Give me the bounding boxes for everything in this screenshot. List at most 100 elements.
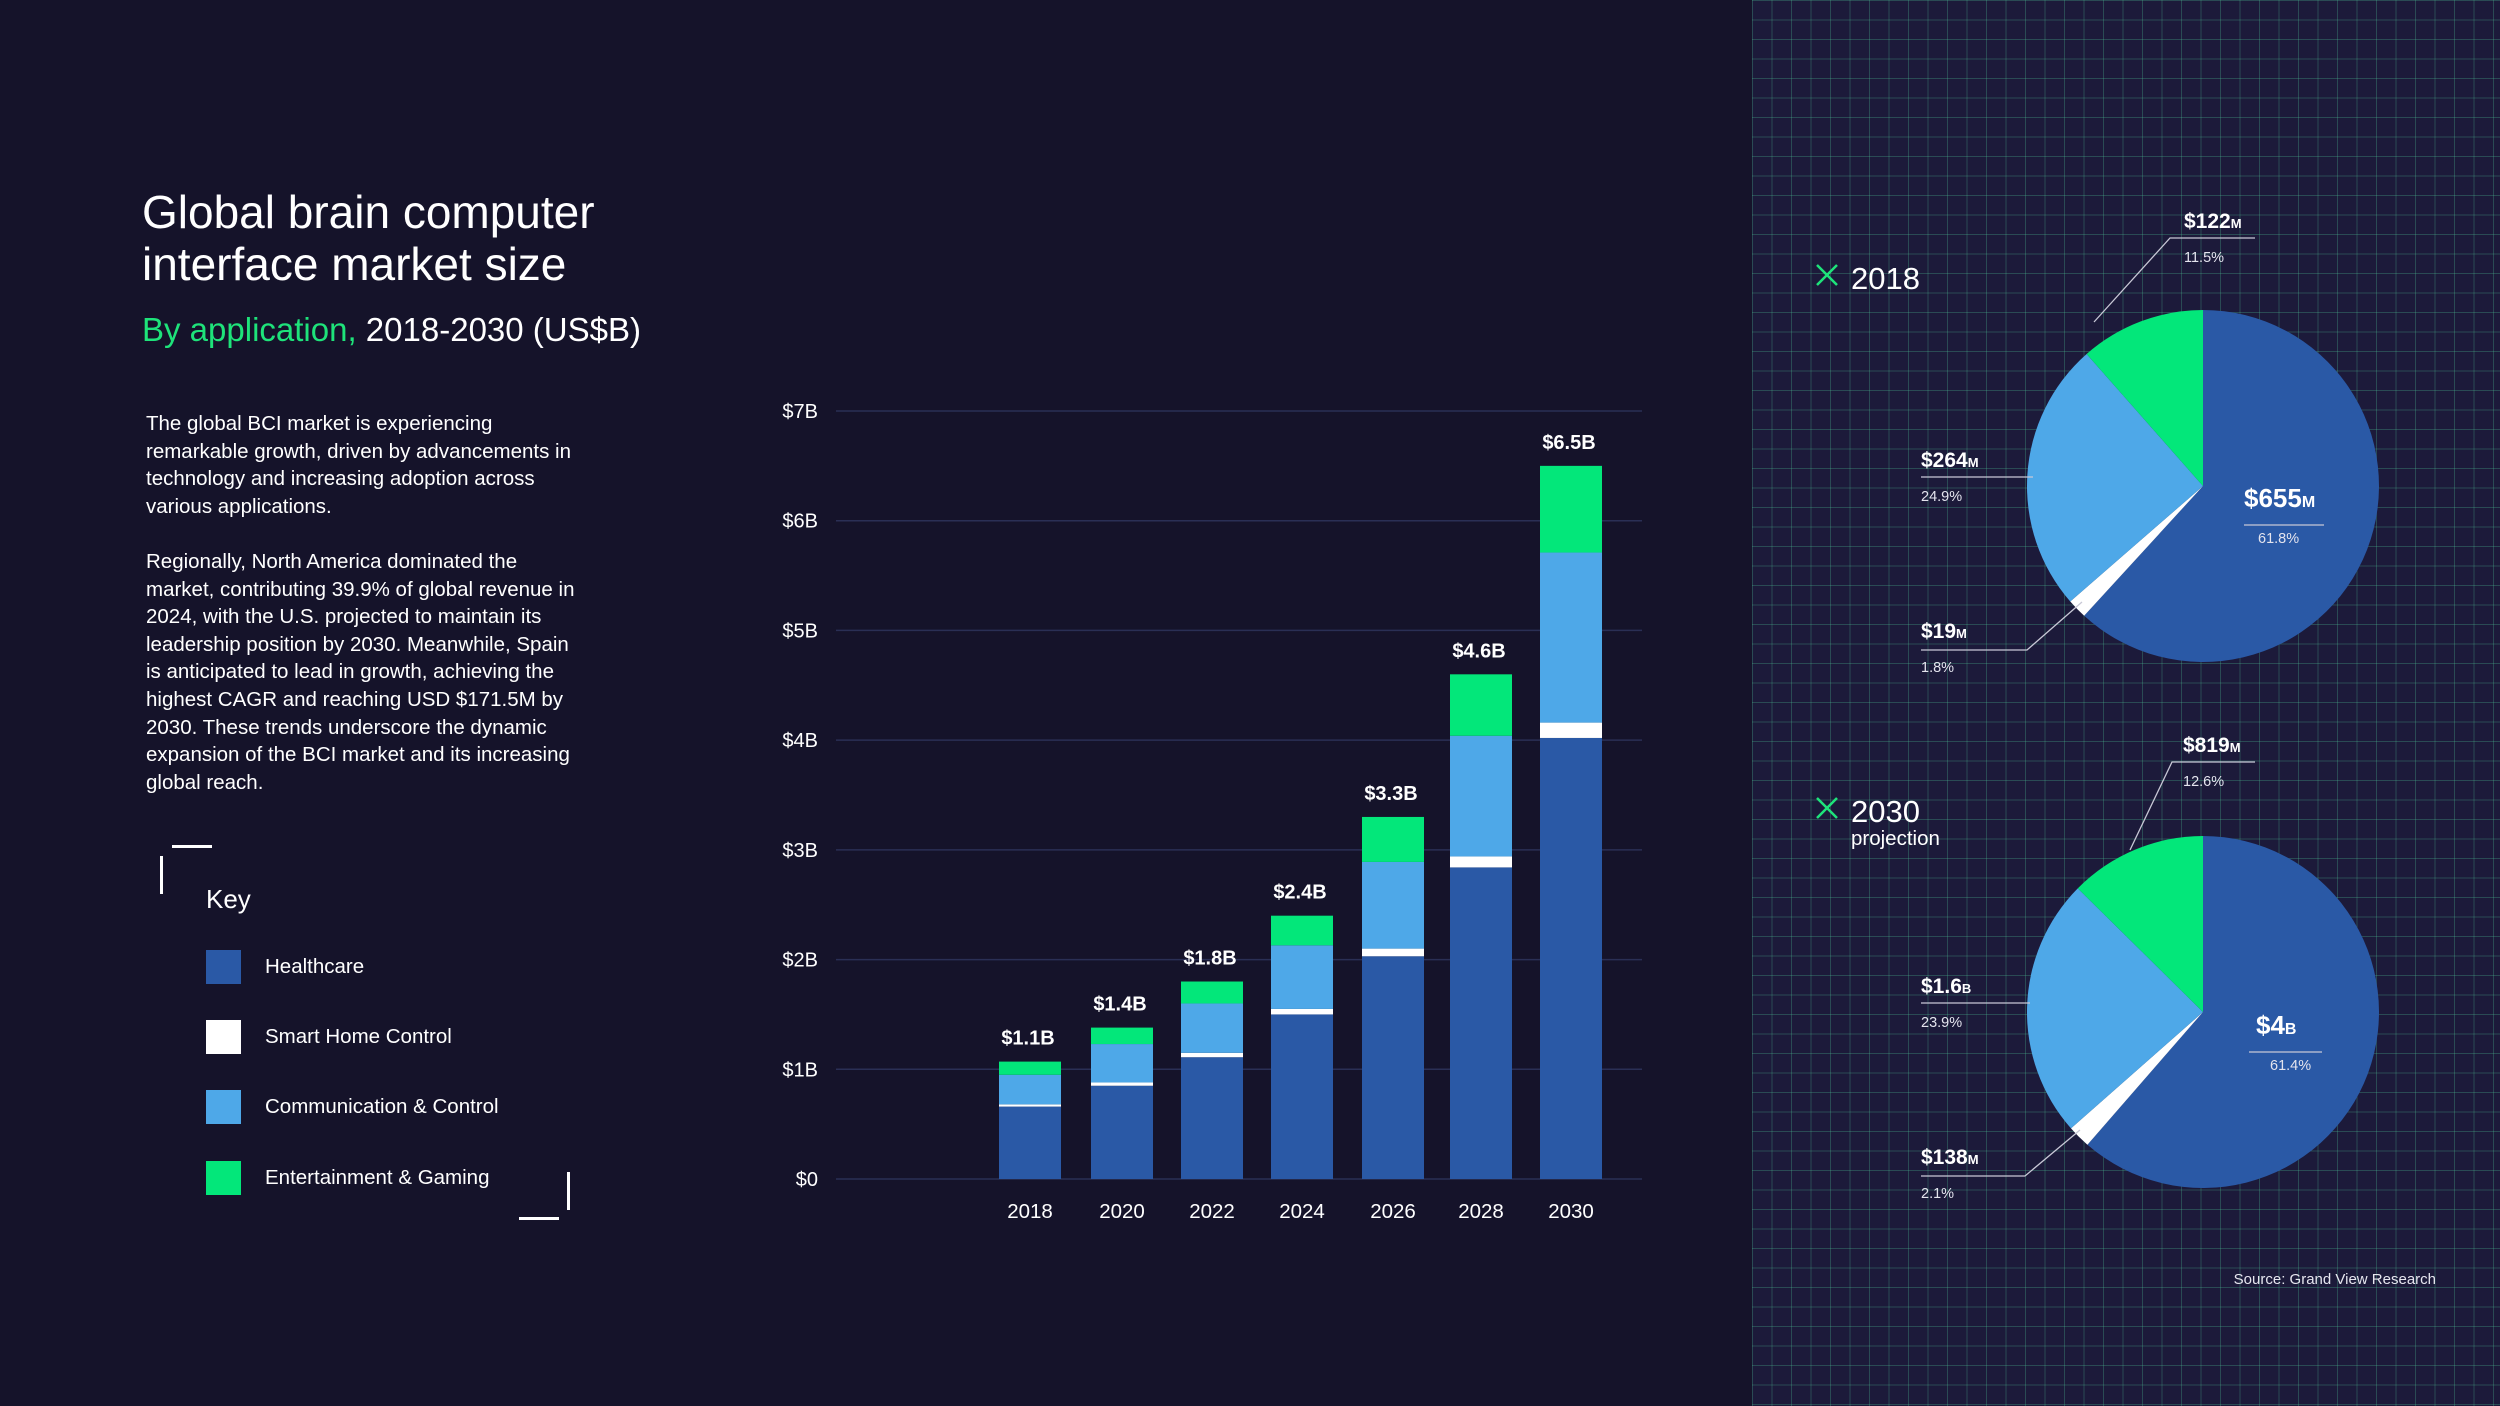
key-swatch-entertainment — [206, 1161, 241, 1195]
bar-segment — [1091, 1085, 1153, 1179]
pie-slice — [2086, 310, 2203, 486]
y-tick-label: $2B — [782, 950, 818, 972]
bar-total-label: $6.5B — [1542, 432, 1595, 454]
key-title: Key — [206, 884, 251, 914]
page-title: Global brain computer interface market s… — [142, 186, 595, 290]
grid-panel-background — [1752, 0, 2500, 1406]
key-label: Smart Home Control — [265, 1025, 452, 1048]
subtitle-accent: By application, — [142, 311, 357, 348]
slice-amount-label: $122M — [2184, 210, 2242, 233]
bar-segment — [1181, 981, 1243, 1004]
x-tick-label: 2030 — [1548, 1200, 1594, 1223]
x-tick-label: 2022 — [1189, 1200, 1235, 1223]
key-item-healthcare: Healthcare — [206, 950, 364, 984]
x-tick-label: 2024 — [1279, 1200, 1325, 1223]
slice-amount-label: $264M — [1921, 449, 1979, 472]
key-label: Communication & Control — [265, 1095, 499, 1118]
bar-segment — [1181, 1052, 1243, 1058]
page-subtitle: By application, 2018-2030 (US$B) — [142, 310, 641, 350]
pie-slice — [2077, 836, 2203, 1012]
bar-segment — [1091, 1082, 1153, 1086]
slice-amount-label: $138M — [1921, 1146, 1979, 1169]
bar-segment — [1181, 1057, 1243, 1179]
slice-amount-label: $19M — [1921, 620, 1967, 643]
pie-year-label: 2030 — [1851, 794, 1920, 829]
y-tick-label: $4B — [782, 730, 818, 752]
bar-total-label: $1.1B — [1001, 1028, 1054, 1050]
bar-segment — [1540, 737, 1602, 1179]
bar-segment — [1540, 552, 1602, 723]
key-bracket-top — [172, 845, 212, 848]
key-label: Entertainment & Gaming — [265, 1166, 490, 1189]
pie-header-2018: 2018 — [1816, 261, 1920, 296]
leader-line — [2129, 761, 2255, 851]
bar-segment — [1450, 856, 1512, 868]
slice-percent-label: 61.8% — [2258, 531, 2299, 547]
slice-amount-label: $4B — [2256, 1010, 2296, 1040]
subtitle-rest: 2018-2030 (US$B) — [356, 311, 641, 348]
bar-total-label: $2.4B — [1273, 882, 1326, 904]
intro-paragraph: The global BCI market is experiencing re… — [146, 412, 572, 518]
bar-segment — [1450, 867, 1512, 1179]
x-mark-icon — [1816, 797, 1838, 819]
x-tick-label: 2028 — [1458, 1200, 1504, 1223]
key-swatch-healthcare — [206, 950, 241, 984]
bar-segment — [1362, 956, 1424, 1179]
y-tick-label: $3B — [782, 840, 818, 862]
bar-total-label: $4.6B — [1452, 640, 1505, 662]
key-bracket-bottom — [519, 1217, 559, 1220]
bar-segment — [1091, 1044, 1153, 1083]
key-swatch-smart-home — [206, 1020, 241, 1054]
slice-percent-label: 2.1% — [1921, 1186, 1954, 1202]
source-note: Source: Grand View Research — [2233, 1271, 2436, 1288]
leader-line — [1921, 601, 2083, 651]
key-item-communication: Communication & Control — [206, 1090, 499, 1124]
bar-segment — [1091, 1027, 1153, 1045]
y-tick-label: $0 — [796, 1169, 818, 1191]
pie-slice — [2087, 836, 2379, 1188]
leader-line — [2093, 237, 2255, 323]
y-tick-label: $1B — [782, 1059, 818, 1081]
x-tick-label: 2026 — [1370, 1200, 1416, 1223]
pie-slice — [2070, 1012, 2203, 1145]
x-tick-label: 2018 — [1007, 1200, 1053, 1223]
key-label: Healthcare — [265, 955, 365, 978]
bar-segment — [999, 1104, 1061, 1107]
x-tick-label: 2020 — [1099, 1200, 1145, 1223]
key-item-entertainment: Entertainment & Gaming — [206, 1161, 489, 1195]
pie-slice — [2027, 353, 2203, 602]
bar-total-label: $1.8B — [1183, 948, 1236, 970]
bar-segment — [999, 1061, 1061, 1075]
bar-segment — [1181, 1003, 1243, 1053]
bar-segment — [999, 1106, 1061, 1179]
x-mark-icon — [1816, 264, 1838, 286]
y-tick-label: $7B — [782, 401, 818, 423]
key-item-smart-home: Smart Home Control — [206, 1020, 452, 1054]
slice-percent-label: 24.9% — [1921, 489, 1962, 505]
bar-segment — [1271, 945, 1333, 1009]
leader-line — [1921, 1129, 2081, 1177]
bar-segment — [1450, 735, 1512, 857]
bar-total-label: $3.3B — [1364, 783, 1417, 805]
bar-segment — [1450, 674, 1512, 736]
slice-amount-label: $655M — [2244, 483, 2315, 513]
bar-segment — [1271, 915, 1333, 946]
slice-percent-label: 1.8% — [1921, 660, 1954, 676]
bar-segment — [1271, 1008, 1333, 1015]
bar-segment — [1362, 816, 1424, 862]
key-bracket-left — [160, 856, 163, 894]
regional-paragraph: Regionally, North America dominated the … — [146, 550, 575, 794]
pie-sublabel: projection — [1851, 827, 1940, 850]
slice-amount-label: $1.6B — [1921, 975, 1971, 998]
slice-percent-label: 12.6% — [2183, 774, 2224, 790]
slice-percent-label: 23.9% — [1921, 1015, 1962, 1031]
bar-segment — [1271, 1014, 1333, 1179]
pie-slice — [2070, 486, 2203, 616]
bar-segment — [999, 1074, 1061, 1105]
bar-segment — [1362, 861, 1424, 949]
slice-percent-label: 61.4% — [2270, 1058, 2311, 1074]
